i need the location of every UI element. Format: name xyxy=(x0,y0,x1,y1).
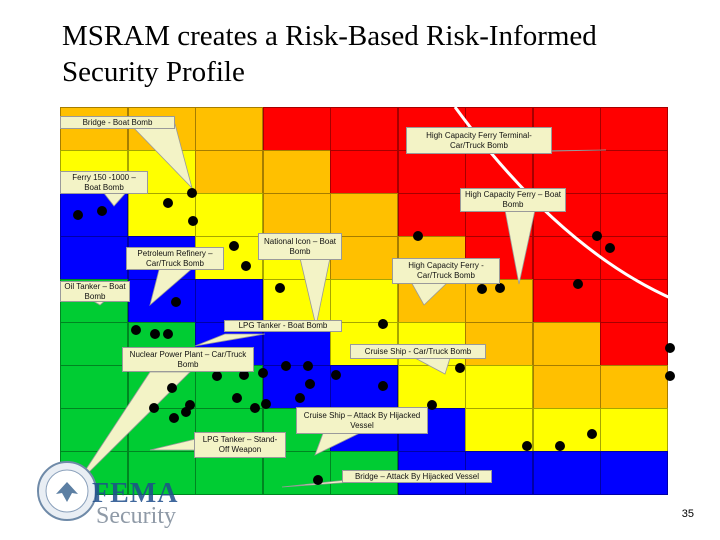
grid-cell xyxy=(330,150,399,194)
risk-marker-dot xyxy=(73,210,83,220)
dhs-seal-icon xyxy=(37,461,97,521)
security-logo-text: Security xyxy=(96,503,176,529)
grid-cell xyxy=(600,408,669,452)
callout-bridge: Bridge - Boat Bomb xyxy=(60,116,175,129)
risk-marker-dot xyxy=(573,279,583,289)
grid-cell xyxy=(195,451,264,495)
risk-marker-dot xyxy=(592,231,602,241)
risk-marker-dot xyxy=(149,403,159,413)
grid-cell xyxy=(262,451,331,495)
grid-cell xyxy=(532,322,601,366)
grid-cell xyxy=(532,236,601,280)
grid-cell xyxy=(262,150,331,194)
risk-marker-dot xyxy=(427,400,437,410)
risk-marker-dot xyxy=(477,284,487,294)
grid-cell xyxy=(465,408,534,452)
risk-marker-dot xyxy=(331,370,341,380)
grid-cell xyxy=(127,451,196,495)
risk-marker-dot xyxy=(275,283,285,293)
slide-title: MSRAM creates a Risk-Based Risk-Informed… xyxy=(62,20,597,88)
grid-cell xyxy=(195,193,264,237)
callout-hc-ferry-terminal: High Capacity Ferry Terminal-Car/Truck B… xyxy=(406,127,552,154)
risk-grid xyxy=(60,107,669,495)
callout-hc-ferry-boat: High Capacity Ferry – Boat Bomb xyxy=(460,188,566,212)
callout-cruise-hijack: Cruise Ship – Attack By Hijacked Vessel xyxy=(296,407,428,434)
risk-marker-dot xyxy=(163,329,173,339)
risk-marker-dot xyxy=(212,371,222,381)
risk-marker-dot xyxy=(665,371,675,381)
risk-marker-dot xyxy=(555,441,565,451)
callout-hc-ferry-car: High Capacity Ferry - Car/Truck Bomb xyxy=(392,258,500,284)
grid-cell xyxy=(600,279,669,323)
grid-cell xyxy=(262,365,331,409)
grid-cell xyxy=(532,279,601,323)
grid-cell xyxy=(532,451,601,495)
risk-marker-dot xyxy=(250,403,260,413)
grid-cell xyxy=(532,365,601,409)
grid-cell xyxy=(600,365,669,409)
risk-marker-dot xyxy=(413,231,423,241)
risk-marker-dot xyxy=(305,379,315,389)
callout-pointer xyxy=(74,371,191,487)
risk-marker-dot xyxy=(150,329,160,339)
risk-marker-dot xyxy=(229,241,239,251)
risk-marker-dot xyxy=(378,319,388,329)
risk-marker-dot xyxy=(665,343,675,353)
risk-marker-dot xyxy=(303,361,313,371)
page-number: 35 xyxy=(681,508,694,520)
risk-marker-dot xyxy=(163,198,173,208)
callout-oil-tanker: Oil Tanker – Boat Bomb xyxy=(60,281,130,302)
risk-marker-dot xyxy=(171,297,181,307)
risk-marker-dot xyxy=(587,429,597,439)
callout-pointer xyxy=(299,257,331,327)
callout-bridge-hijack: Bridge – Attack By Hijacked Vessel xyxy=(342,470,492,483)
risk-marker-dot xyxy=(313,475,323,485)
grid-cell xyxy=(397,150,466,194)
callout-cruise-car: Cruise Ship - Car/Truck Bomb xyxy=(350,344,486,359)
risk-marker-dot xyxy=(239,370,249,380)
risk-marker-dot xyxy=(241,261,251,271)
callout-petroleum: Petroleum Refinery – Car/Truck Bomb xyxy=(126,247,224,270)
risk-marker-dot xyxy=(378,381,388,391)
risk-marker-dot xyxy=(281,361,291,371)
grid-cell xyxy=(330,193,399,237)
risk-marker-dot xyxy=(295,393,305,403)
risk-marker-dot xyxy=(258,368,268,378)
callout-pointer xyxy=(194,333,266,347)
callout-nuclear: Nuclear Power Plant – Car/Truck Bomb xyxy=(122,347,254,372)
callout-pointer xyxy=(504,209,536,285)
grid-cell xyxy=(60,365,129,409)
risk-marker-dot xyxy=(97,206,107,216)
risk-marker-dot xyxy=(261,399,271,409)
risk-marker-dot xyxy=(522,441,532,451)
grid-cell xyxy=(600,322,669,366)
risk-marker-dot xyxy=(455,363,465,373)
callout-lpg-standoff: LPG Tanker – Stand-Off Weapon xyxy=(194,432,286,458)
risk-marker-dot xyxy=(131,325,141,335)
grid-cell xyxy=(195,279,264,323)
risk-marker-dot xyxy=(167,383,177,393)
risk-marker-dot xyxy=(232,393,242,403)
callout-national-icon: National Icon – Boat Bomb xyxy=(258,233,342,260)
callout-lpg-boat: LPG Tanker - Boat Bomb xyxy=(224,320,342,332)
callout-ferry-150: Ferry 150 -1000 – Boat Bomb xyxy=(60,171,148,194)
grid-cell xyxy=(330,107,399,151)
risk-marker-dot xyxy=(169,413,179,423)
grid-cell xyxy=(195,365,264,409)
grid-cell xyxy=(195,107,264,151)
callout-pointer xyxy=(414,357,451,375)
risk-marker-dot xyxy=(187,188,197,198)
risk-marker-dot xyxy=(605,243,615,253)
risk-marker-dot xyxy=(185,400,195,410)
risk-marker-dot xyxy=(495,283,505,293)
grid-cell xyxy=(600,451,669,495)
fema-logo-text: FEMA xyxy=(92,478,179,509)
risk-marker-dot xyxy=(188,216,198,226)
grid-cell xyxy=(262,193,331,237)
